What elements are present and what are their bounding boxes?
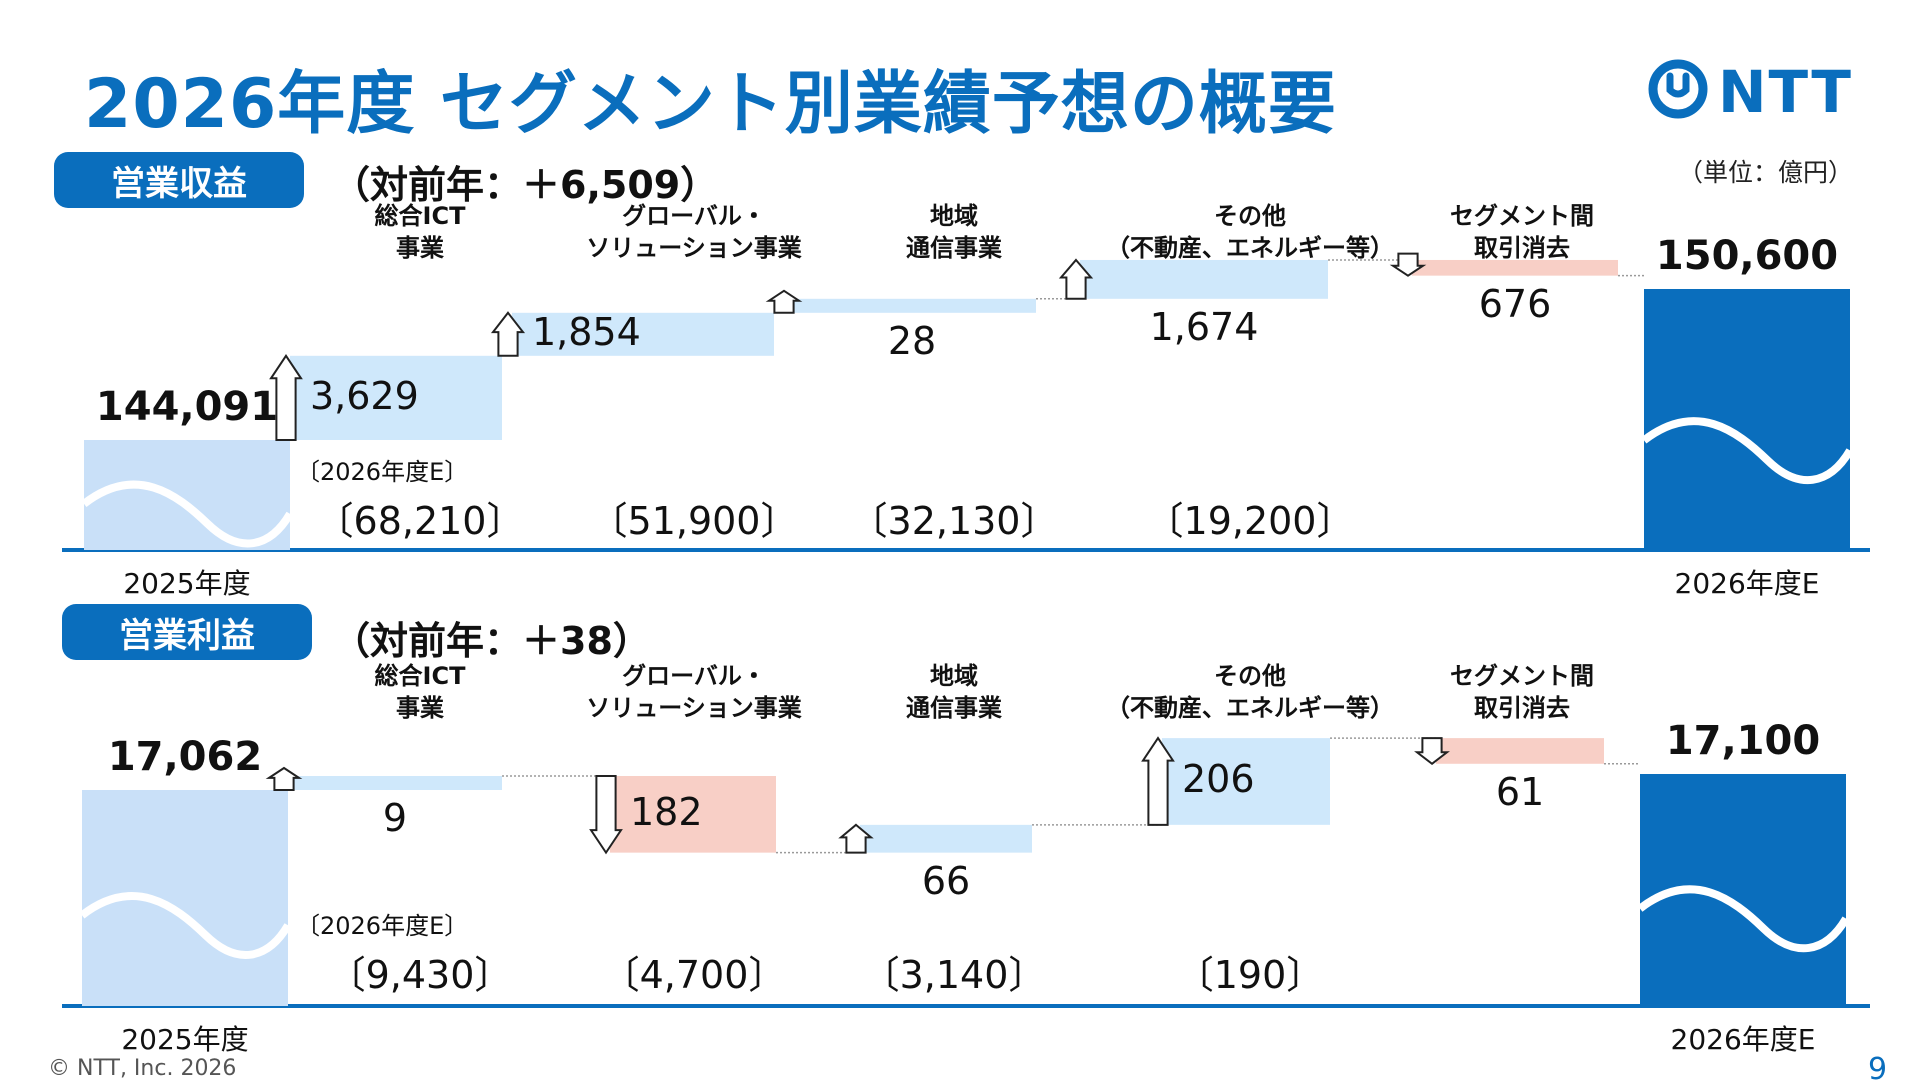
start-bar-1 bbox=[84, 440, 290, 550]
arrow-1-2 bbox=[490, 311, 526, 357]
logo-text: NTT bbox=[1718, 58, 1853, 126]
segment-name-line: ソリューション事業 bbox=[586, 234, 802, 262]
change-label-1: （対前年：＋6,509） bbox=[332, 163, 719, 207]
unit-label: （単位：億円） bbox=[1678, 158, 1854, 187]
step-bar-1-5 bbox=[1412, 259, 1618, 276]
step-bar-2-4 bbox=[1162, 738, 1330, 825]
start-value-2: 17,062 bbox=[107, 734, 263, 780]
end-label-2: 2026年度E bbox=[1670, 1023, 1816, 1056]
start-value-1: 144,091 bbox=[95, 384, 279, 430]
page-title: 2026年度 セグメント別業績予想の概要 bbox=[84, 65, 1337, 144]
segment-name-line: 地域 bbox=[930, 202, 978, 230]
page-number: 9 bbox=[1868, 1052, 1888, 1087]
segment-name-line: 通信事業 bbox=[906, 694, 1002, 722]
segment-header-1-2: グローバル・ソリューション事業 bbox=[586, 200, 802, 264]
segment-name-line: 地域 bbox=[930, 662, 978, 690]
start-label-1: 2025年度 bbox=[123, 567, 251, 600]
end-bar-1 bbox=[1644, 289, 1850, 550]
ntt-logo-icon bbox=[1648, 59, 1708, 119]
segment-name-line: グローバル・ bbox=[622, 202, 766, 230]
segment-name-line: ソリューション事業 bbox=[586, 694, 802, 722]
forecast-value-1-1: 〔68,210〕 bbox=[315, 499, 525, 543]
end-bar-2-wave bbox=[1637, 885, 1850, 953]
step-bar-2-1 bbox=[288, 776, 502, 790]
step-bar-2-5 bbox=[1436, 738, 1604, 764]
segment-name-line: その他 bbox=[1214, 662, 1286, 690]
step-value-1-5: 676 bbox=[1478, 281, 1552, 326]
segment-name-line: その他 bbox=[1214, 202, 1286, 230]
arrow-1-1 bbox=[269, 354, 303, 441]
segment-name-line: （不動産、エネルギー等） bbox=[1106, 234, 1394, 262]
segment-name-line: 取引消去 bbox=[1474, 234, 1570, 262]
step-value-1-1: 3,629 bbox=[310, 373, 419, 418]
forecast-value-1-2: 〔51,900〕 bbox=[589, 499, 799, 543]
change-label-2: （対前年：＋38） bbox=[332, 619, 651, 663]
end-value-2: 17,100 bbox=[1665, 718, 1821, 764]
arrow-2-1 bbox=[265, 766, 303, 791]
segment-header-1-1: 総合ICT 事業 bbox=[375, 200, 466, 264]
segment-header-1-4: その他 （不動産、エネルギー等） bbox=[1106, 200, 1394, 264]
segment-name-line: （不動産、エネルギー等） bbox=[1106, 694, 1394, 722]
metric-pill-2: 営業利益 bbox=[62, 604, 312, 660]
segment-name-line: 通信事業 bbox=[906, 234, 1002, 262]
start-label-2: 2025年度 bbox=[121, 1023, 249, 1056]
end-bar-1-wave bbox=[1641, 417, 1854, 485]
arrow-1-5 bbox=[1389, 252, 1427, 277]
segment-header-2-2: グローバル・ソリューション事業 bbox=[586, 660, 802, 724]
step-bar-1-4 bbox=[1080, 259, 1328, 299]
end-value-1: 150,600 bbox=[1655, 233, 1839, 279]
forecast-tag-1: 〔2026年度E〕 bbox=[296, 458, 469, 486]
forecast-value-1-4: 〔19,200〕 bbox=[1145, 499, 1355, 543]
segment-name-line: セグメント間 bbox=[1450, 202, 1594, 230]
step-bar-1-1 bbox=[290, 355, 502, 440]
arrow-2-3 bbox=[838, 823, 874, 854]
arrow-2-2 bbox=[589, 775, 623, 855]
segment-header-2-3: 地域 通信事業 bbox=[906, 660, 1002, 724]
forecast-tag-2: 〔2026年度E〕 bbox=[296, 912, 469, 940]
segment-header-2-5: セグメント間 取引消去 bbox=[1450, 660, 1594, 724]
forecast-value-2-3: 〔3,140〕 bbox=[861, 953, 1047, 997]
segment-header-2-4: その他 （不動産、エネルギー等） bbox=[1106, 660, 1394, 724]
step-value-2-4: 206 bbox=[1182, 757, 1255, 802]
step-value-2-1: 9 bbox=[382, 796, 408, 840]
segment-name-line: 事業 bbox=[395, 694, 444, 722]
arrow-1-3 bbox=[765, 289, 803, 314]
step-bar-1-3 bbox=[788, 298, 1036, 313]
forecast-value-2-4: 〔190〕 bbox=[1175, 953, 1325, 997]
copyright: © NTT, Inc. 2026 bbox=[48, 1056, 237, 1081]
forecast-value-1-3: 〔32,130〕 bbox=[849, 499, 1059, 543]
forecast-value-2-1: 〔9,430〕 bbox=[327, 953, 513, 997]
start-bar-2-wave bbox=[79, 892, 292, 959]
segment-name-line: セグメント間 bbox=[1450, 662, 1594, 690]
segment-header-1-5: セグメント間 取引消去 bbox=[1450, 200, 1594, 264]
segment-header-2-1: 総合ICT 事業 bbox=[375, 660, 466, 724]
start-bar-1-wave bbox=[81, 480, 294, 548]
step-value-2-5: 61 bbox=[1495, 769, 1545, 814]
segment-name-line: グローバル・ bbox=[622, 662, 766, 690]
step-value-1-4: 1,674 bbox=[1149, 304, 1259, 349]
step-bar-2-3 bbox=[860, 824, 1032, 853]
step-value-2-3: 66 bbox=[921, 858, 971, 903]
step-bar-2-2 bbox=[610, 776, 776, 853]
metric-pill-1: 営業収益 bbox=[54, 152, 304, 208]
step-bar-1-2 bbox=[512, 312, 774, 356]
step-value-1-2: 1,854 bbox=[532, 310, 641, 355]
arrow-1-4 bbox=[1058, 258, 1094, 300]
end-label-1: 2026年度E bbox=[1674, 567, 1820, 600]
step-value-1-3: 28 bbox=[887, 318, 937, 363]
arrow-2-5 bbox=[1414, 737, 1450, 766]
arrow-2-4 bbox=[1141, 736, 1175, 826]
segment-header-1-3: 地域 通信事業 bbox=[906, 200, 1002, 264]
segment-name-line: 事業 bbox=[395, 234, 444, 262]
forecast-value-2-2: 〔4,700〕 bbox=[601, 953, 787, 997]
segment-name-line: 総合ICT bbox=[374, 662, 466, 690]
segment-name-line: 取引消去 bbox=[1474, 694, 1570, 722]
step-value-2-2: 182 bbox=[630, 790, 703, 835]
segment-name-line: 総合ICT bbox=[374, 202, 466, 230]
